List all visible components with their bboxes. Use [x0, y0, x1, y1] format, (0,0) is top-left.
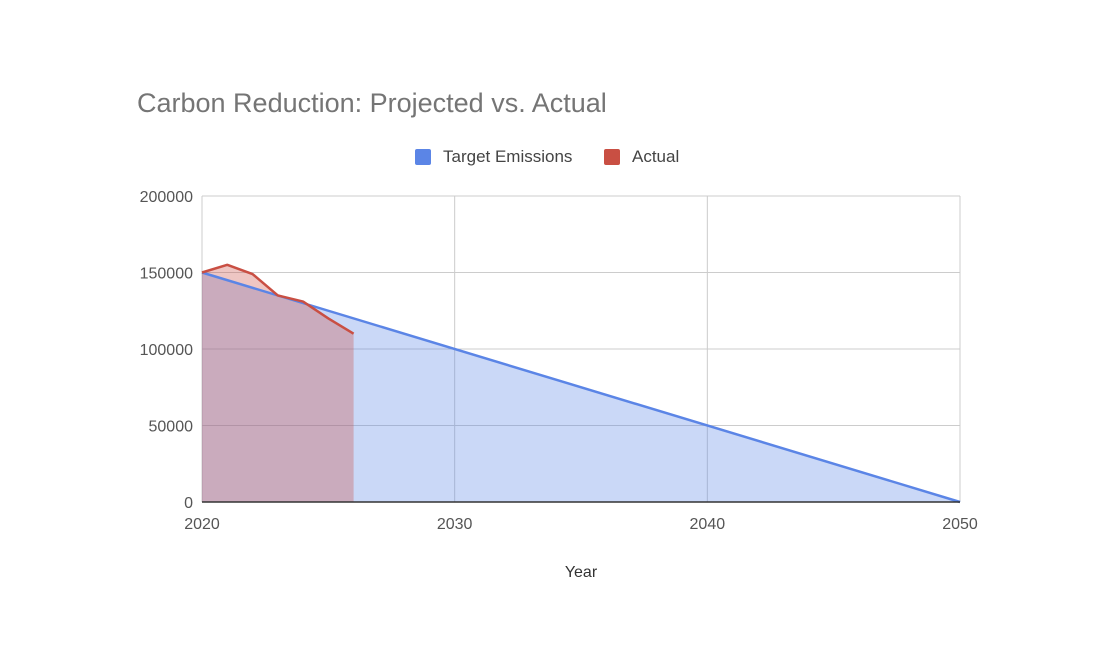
legend-label-actual: Actual: [632, 147, 680, 166]
chart-title: Carbon Reduction: Projected vs. Actual: [137, 88, 607, 118]
legend-swatch-actual: [604, 149, 620, 165]
y-tick-label: 150000: [140, 266, 193, 283]
legend-item-target-emissions: Target Emissions: [415, 146, 572, 168]
legend-item-actual: Actual: [604, 146, 679, 168]
x-tick-label: 2050: [942, 516, 978, 533]
legend-swatch-target-emissions: [415, 149, 431, 165]
x-tick-label: 2030: [437, 516, 473, 533]
y-tick-label: 0: [184, 495, 193, 512]
series-line-actual: [201, 263, 355, 335]
x-tick-label: 2040: [690, 516, 726, 533]
x-tick-label: 2020: [184, 516, 220, 533]
legend-label-target-emissions: Target Emissions: [443, 147, 573, 166]
x-axis-title: Year: [565, 564, 598, 581]
legend: Target Emissions Actual: [0, 146, 1110, 168]
area-actual: [202, 264, 354, 502]
y-tick-label: 100000: [140, 342, 193, 359]
y-tick-label: 50000: [149, 419, 194, 436]
y-tick-label: 200000: [140, 189, 193, 206]
series-line-target-emissions: [201, 271, 961, 504]
